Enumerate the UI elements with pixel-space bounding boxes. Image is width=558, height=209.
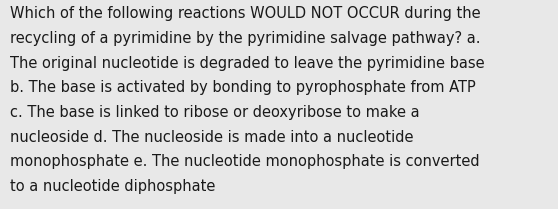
Text: The original nucleotide is degraded to leave the pyrimidine base: The original nucleotide is degraded to l… [10,56,485,71]
Text: monophosphate e. The nucleotide monophosphate is converted: monophosphate e. The nucleotide monophos… [10,154,480,169]
Text: c. The base is linked to ribose or deoxyribose to make a: c. The base is linked to ribose or deoxy… [10,105,420,120]
Text: Which of the following reactions WOULD NOT OCCUR during the: Which of the following reactions WOULD N… [10,6,480,21]
Text: to a nucleotide diphosphate: to a nucleotide diphosphate [10,179,215,194]
Text: b. The base is activated by bonding to pyrophosphate from ATP: b. The base is activated by bonding to p… [10,80,476,95]
Text: recycling of a pyrimidine by the pyrimidine salvage pathway? a.: recycling of a pyrimidine by the pyrimid… [10,31,480,46]
Text: nucleoside d. The nucleoside is made into a nucleotide: nucleoside d. The nucleoside is made int… [10,130,413,145]
